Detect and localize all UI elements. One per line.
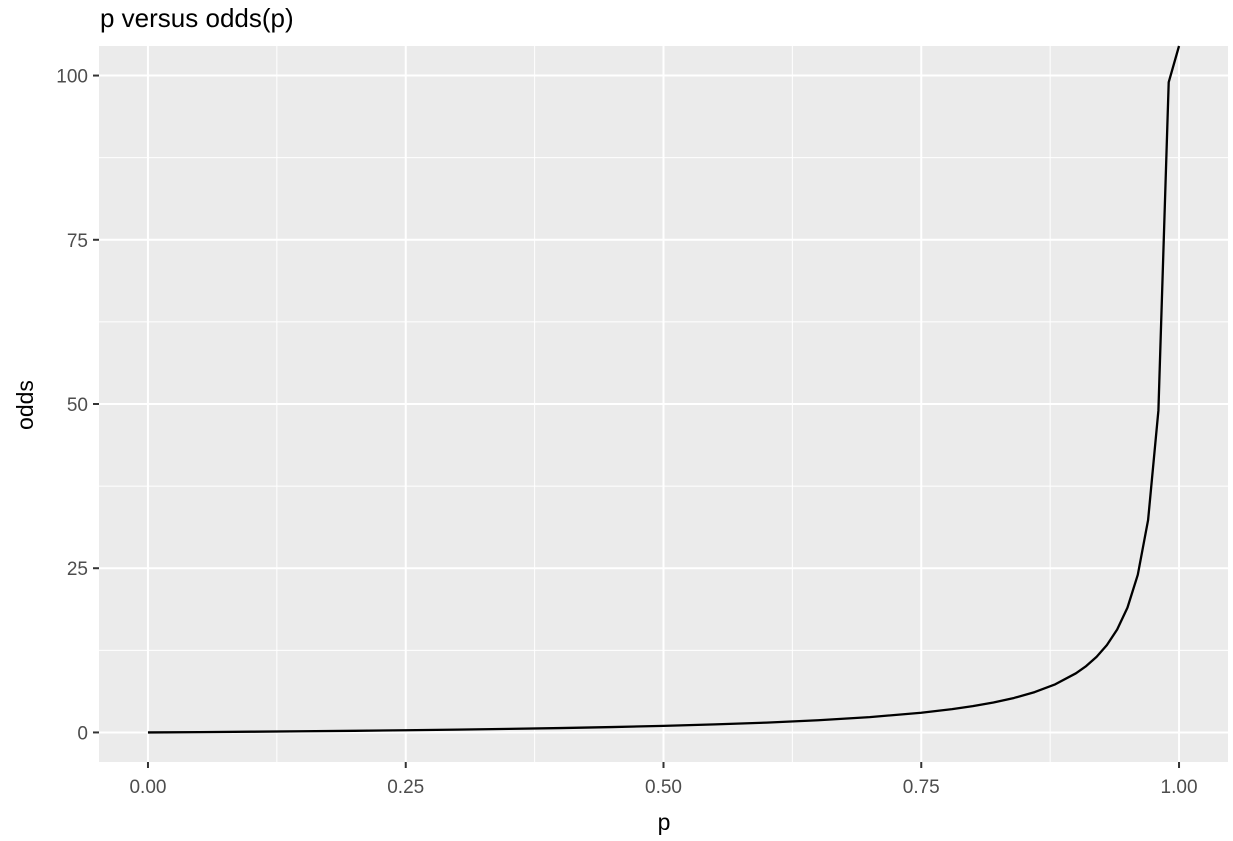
y-tick-label: 50 — [67, 395, 88, 416]
y-axis: 0 25 50 75 100 — [56, 67, 99, 744]
y-tick-label: 100 — [56, 67, 88, 88]
x-tick-label: 0.50 — [645, 777, 682, 798]
y-tick-label: 25 — [67, 559, 88, 580]
chart-title: p versus odds(p) — [100, 3, 294, 33]
y-tick-label: 0 — [77, 723, 88, 744]
x-tick-label: 0.00 — [129, 777, 166, 798]
x-tick-label: 1.00 — [1161, 777, 1198, 798]
series-line — [147, 45, 1181, 734]
x-axis-title: p — [658, 809, 671, 835]
grid-major — [99, 46, 1228, 762]
x-tick-label: 0.25 — [387, 777, 424, 798]
x-axis: 0.00 0.25 0.50 0.75 1.00 — [129, 762, 1198, 798]
y-axis-title: odds — [12, 380, 38, 430]
y-tick-label: 75 — [67, 231, 88, 252]
x-tick-label: 0.75 — [903, 777, 940, 798]
